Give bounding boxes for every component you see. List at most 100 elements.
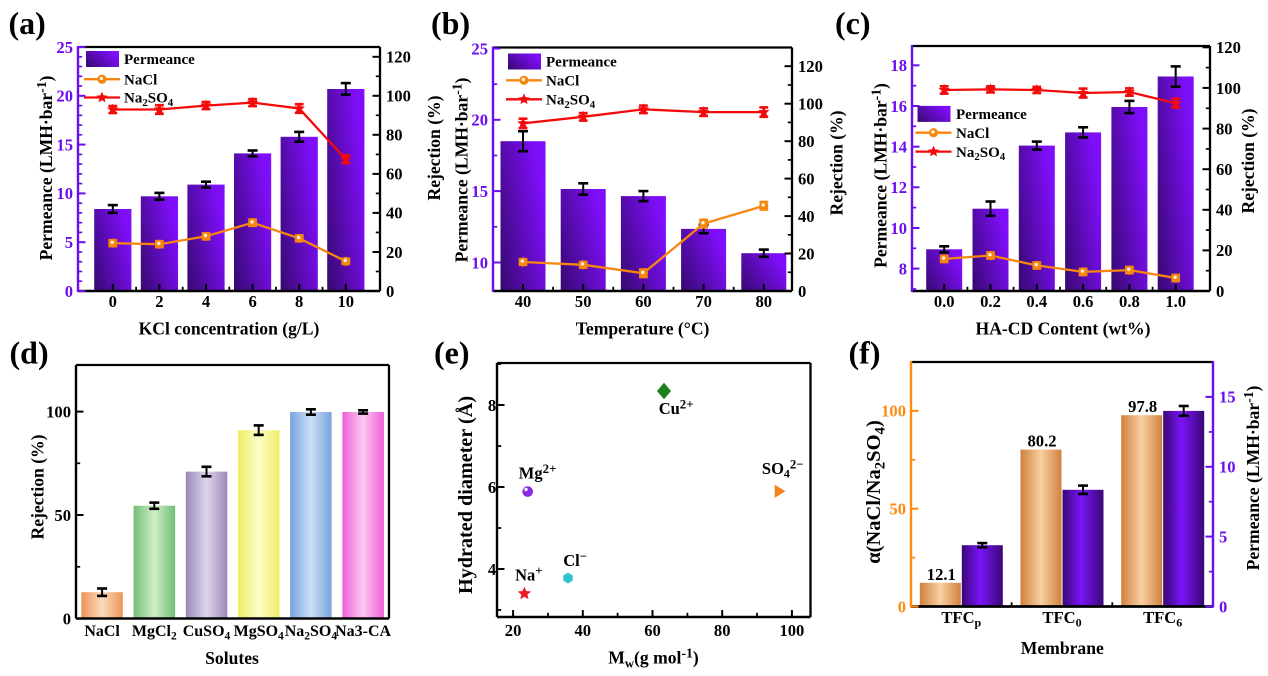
svg-text:0: 0	[65, 282, 73, 301]
svg-text:20: 20	[471, 111, 488, 130]
svg-text:6: 6	[248, 292, 256, 311]
svg-text:Rejection (%): Rejection (%)	[827, 110, 847, 215]
svg-text:TFC0​: TFC0​	[1042, 608, 1081, 630]
svg-text:10: 10	[1219, 458, 1236, 477]
svg-text:0.6: 0.6	[1073, 292, 1094, 311]
svg-text:8: 8	[295, 292, 303, 311]
svg-text:Membrane: Membrane	[1021, 638, 1104, 658]
svg-text:MgSO4​: MgSO4​	[234, 623, 284, 643]
svg-text:12: 12	[890, 178, 907, 197]
svg-text:0.8: 0.8	[1119, 292, 1140, 311]
svg-text:0: 0	[386, 282, 394, 301]
svg-text:10: 10	[890, 219, 907, 238]
svg-text:Solutes: Solutes	[205, 648, 259, 668]
svg-text:20: 20	[798, 244, 815, 263]
svg-text:60: 60	[386, 165, 403, 184]
svg-text:25: 25	[56, 38, 73, 57]
svg-text:NaCl: NaCl	[546, 74, 579, 90]
svg-text:Na2​SO4​: Na2​SO4​	[956, 145, 1006, 163]
svg-text:10: 10	[338, 292, 355, 311]
svg-text:20: 20	[505, 621, 522, 640]
svg-text:80: 80	[714, 621, 731, 640]
svg-text:0.4: 0.4	[1026, 292, 1047, 311]
svg-text:5: 5	[65, 233, 73, 252]
svg-text:Permeance (LMH·bar-1​): Permeance (LMH·bar-1​)	[450, 77, 472, 262]
svg-text:100: 100	[1216, 79, 1241, 98]
svg-text:25: 25	[471, 39, 488, 58]
svg-text:80: 80	[386, 126, 403, 145]
svg-text:5: 5	[1219, 528, 1227, 547]
svg-text:10: 10	[56, 184, 73, 203]
svg-text:16: 16	[890, 97, 907, 116]
svg-text:Rejection (%): Rejection (%)	[424, 95, 444, 200]
svg-text:100: 100	[46, 402, 71, 421]
svg-text:50: 50	[889, 500, 906, 519]
svg-text:40: 40	[575, 621, 592, 640]
svg-text:Temperature (°C): Temperature (°C)	[576, 319, 710, 339]
svg-text:80: 80	[1216, 119, 1233, 138]
svg-text:Permeance: Permeance	[124, 52, 195, 68]
svg-text:97.8: 97.8	[1128, 397, 1157, 416]
svg-text:0: 0	[898, 597, 906, 616]
svg-text:20: 20	[386, 243, 403, 262]
svg-text:60: 60	[635, 292, 652, 311]
svg-text:Permeance (LMH·bar-1​): Permeance (LMH·bar-1​)	[1241, 385, 1263, 570]
svg-text:TFCp​: TFCp​	[941, 608, 981, 630]
svg-text:0: 0	[798, 282, 806, 301]
svg-text:70: 70	[695, 292, 712, 311]
svg-text:(d): (d)	[10, 335, 49, 371]
svg-text:80: 80	[756, 292, 773, 311]
svg-text:100: 100	[779, 621, 804, 640]
svg-text:50: 50	[54, 506, 71, 525]
svg-text:40: 40	[386, 204, 403, 223]
svg-text:Permeance (LMH·bar-1​): Permeance (LMH·bar-1​)	[34, 75, 56, 260]
svg-text:12.1: 12.1	[927, 565, 956, 584]
svg-text:Permeance (LMH·bar-1​): Permeance (LMH·bar-1​)	[869, 83, 891, 268]
svg-text:20: 20	[56, 87, 73, 106]
svg-text:15: 15	[56, 135, 73, 154]
svg-text:100: 100	[881, 402, 906, 421]
svg-text:TFC6​: TFC6​	[1143, 608, 1182, 630]
svg-text:NaCl: NaCl	[124, 72, 157, 88]
svg-text:1.0: 1.0	[1165, 292, 1186, 311]
svg-text:10: 10	[471, 253, 488, 272]
svg-text:80: 80	[798, 132, 815, 151]
svg-text:Hydrated diameter (Å): Hydrated diameter (Å)	[454, 396, 477, 594]
svg-text:80.2: 80.2	[1027, 432, 1056, 451]
svg-text:Permeance: Permeance	[956, 107, 1027, 123]
svg-text:NaCl: NaCl	[956, 126, 989, 142]
svg-text:Rejection (%): Rejection (%)	[1238, 108, 1258, 213]
svg-text:14: 14	[890, 138, 907, 157]
svg-text:60: 60	[1216, 160, 1233, 179]
svg-text:0.0: 0.0	[934, 292, 955, 311]
svg-text:0.2: 0.2	[980, 292, 1001, 311]
svg-text:0: 0	[1216, 282, 1224, 301]
svg-text:(e): (e)	[434, 335, 470, 371]
svg-text:50: 50	[575, 292, 592, 311]
svg-text:8: 8	[488, 396, 496, 415]
svg-text:KCl concentration (g/L): KCl concentration (g/L)	[139, 319, 320, 339]
svg-text:(a): (a)	[9, 5, 46, 41]
svg-text:NaCl: NaCl	[84, 623, 120, 640]
svg-text:(c): (c)	[835, 5, 871, 41]
svg-text:2: 2	[155, 292, 163, 311]
svg-text:0: 0	[63, 609, 71, 628]
svg-text:20: 20	[1216, 241, 1233, 260]
svg-text:Permeance: Permeance	[546, 55, 617, 71]
svg-text:40: 40	[798, 207, 815, 226]
svg-text:Na2​SO4​: Na2​SO4​	[285, 623, 338, 643]
svg-text:60: 60	[798, 169, 815, 188]
svg-text:15: 15	[471, 182, 488, 201]
svg-text:CuSO4​: CuSO4​	[183, 623, 231, 643]
svg-text:120: 120	[798, 57, 823, 76]
svg-text:40: 40	[515, 292, 532, 311]
svg-text:120: 120	[1216, 38, 1241, 57]
svg-text:6: 6	[488, 478, 496, 497]
svg-text:100: 100	[798, 95, 823, 114]
svg-text:120: 120	[386, 48, 411, 67]
svg-text:Na3-CA: Na3-CA	[335, 623, 391, 640]
svg-text:60: 60	[644, 621, 661, 640]
svg-text:Na2​SO4​: Na2​SO4​	[546, 93, 596, 111]
svg-text:HA-CD Content (wt%): HA-CD Content (wt%)	[976, 319, 1151, 339]
svg-text:4: 4	[202, 292, 210, 311]
